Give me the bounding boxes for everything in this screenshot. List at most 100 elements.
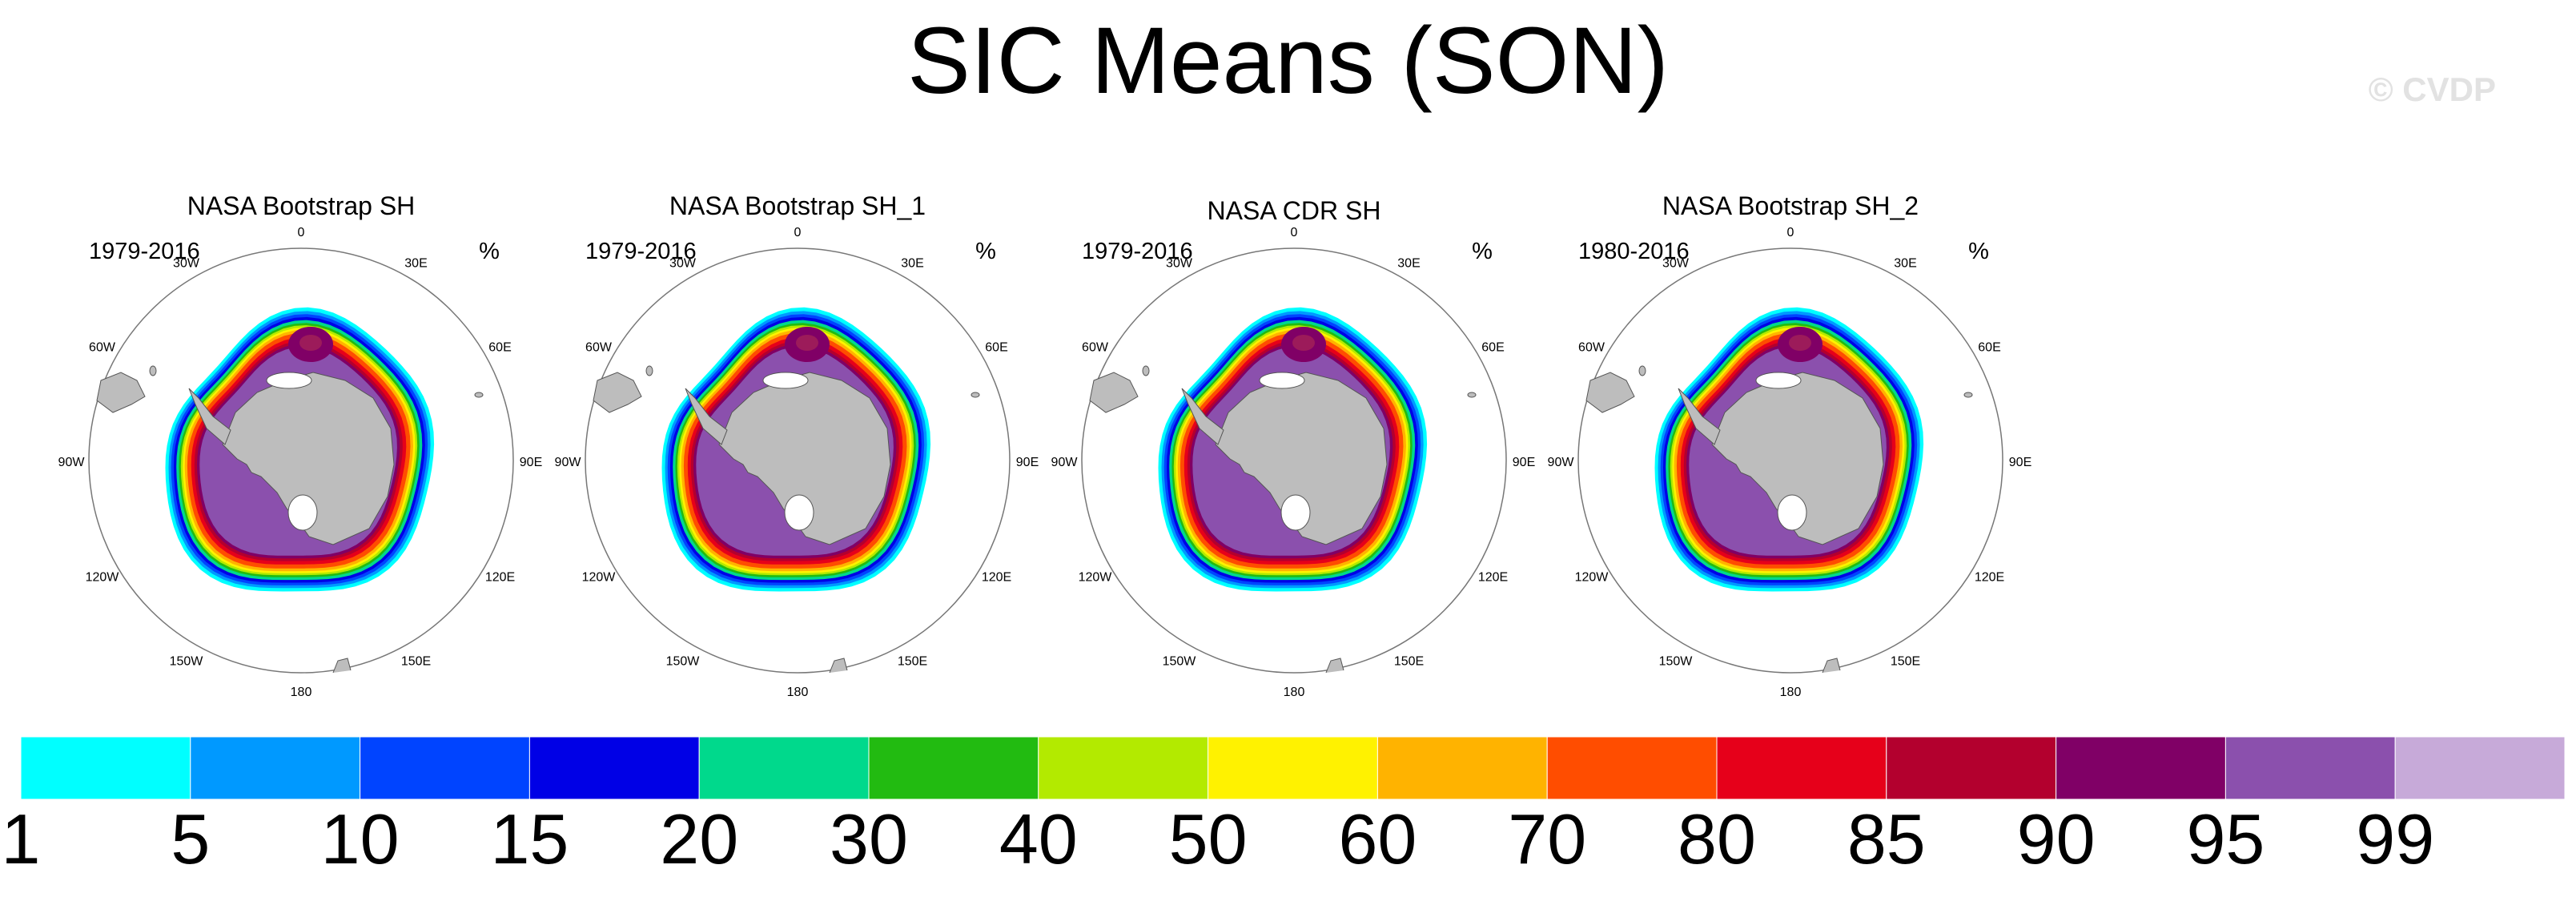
panel-period: 1979-2016: [89, 239, 200, 264]
longitude-label: 60W: [1082, 341, 1109, 355]
island: [1467, 392, 1477, 398]
longitude-label: 30E: [1894, 257, 1916, 271]
longitude-label: 90E: [520, 456, 542, 469]
longitude-label: 30E: [1397, 257, 1420, 271]
sic-contour-band: [1292, 335, 1315, 351]
south-america-land: [1585, 372, 1635, 413]
antarctic-peninsula: [685, 388, 728, 445]
colorbar-swatch: [528, 736, 700, 800]
south-america-land: [1089, 372, 1139, 413]
longitude-label: 120E: [982, 571, 1011, 585]
longitude-label: 30W: [173, 257, 200, 271]
map-panel: NASA Bootstrap SH_1 1979-2016 % 0 30E 60E 90E 1…: [555, 191, 1039, 699]
new-zealand-land: [1325, 658, 1344, 674]
longitude-label: 90W: [1051, 456, 1079, 469]
colorbar-label: 70: [1508, 799, 1586, 879]
longitude-label: 0: [1787, 226, 1794, 239]
south-america-land: [593, 372, 642, 413]
colorbar-label: 85: [1847, 799, 1926, 879]
colorbar-label: 80: [1678, 799, 1756, 879]
longitude-label: 90E: [2009, 456, 2031, 469]
colorbar-label: 20: [660, 799, 738, 879]
panel-period: 1980-2016: [1578, 239, 1690, 264]
longitude-label: 60W: [89, 341, 116, 355]
longitude-label: 30W: [1662, 257, 1690, 271]
antarctic-peninsula: [188, 388, 231, 445]
longitude-label: 90W: [1548, 456, 1575, 469]
colorbar-label: 99: [2356, 799, 2434, 879]
colorbar-label: 15: [490, 799, 569, 879]
colorbar-swatch: [698, 736, 870, 800]
colorbar-swatch: [868, 736, 1039, 800]
map-panel: NASA Bootstrap SH 1979-2016 % 0 30E 60E 90E 120…: [58, 191, 543, 699]
map-panel: NASA CDR SH 1979-2016 % 0 30E 60E 90E 120E 150E 1…: [1051, 196, 1536, 699]
longitude-label: 90W: [555, 456, 582, 469]
longitude-label: 180: [1284, 686, 1305, 699]
new-zealand-land: [1822, 658, 1841, 674]
longitude-label: 90E: [1016, 456, 1039, 469]
longitude-label: 150W: [1163, 655, 1197, 669]
longitude-label: 90W: [58, 456, 86, 469]
longitude-label: 30E: [404, 257, 427, 271]
map-panel: NASA Bootstrap SH_2 1980-2016 % 0 30E 60E 90E 1…: [1548, 191, 2032, 699]
ronne-ice-shelf: [1259, 372, 1305, 389]
longitude-label: 30E: [901, 257, 923, 271]
colorbar-label: 60: [1338, 799, 1417, 879]
colorbar-swatch: [1886, 736, 2057, 800]
island: [1638, 365, 1646, 376]
page-title: SIC Means (SON): [907, 8, 1669, 114]
colorbar-label: 10: [321, 799, 400, 879]
island: [474, 392, 484, 398]
panel-units: %: [479, 239, 500, 264]
panel-title: NASA Bootstrap SH_2: [1662, 191, 1919, 220]
panel-title: NASA CDR SH: [1208, 196, 1381, 225]
longitude-label: 60W: [1578, 341, 1605, 355]
colorbar-swatch: [20, 736, 191, 800]
antarctic-peninsula: [1181, 388, 1224, 445]
colorbar-label: 1: [2, 799, 41, 879]
longitude-label: 150E: [1394, 655, 1424, 669]
panel-period: 1979-2016: [585, 239, 697, 264]
colorbar-label: 5: [171, 799, 210, 879]
panel-units: %: [975, 239, 996, 264]
colorbar: 1 5 10 15 20 30 40 50 60 70 80 85 90 95 99: [2, 736, 2566, 879]
colorbar-swatch: [190, 736, 361, 800]
longitude-label: 180: [787, 686, 809, 699]
watermark: © CVDP: [2368, 70, 2496, 108]
colorbar-swatch: [1038, 736, 1209, 800]
colorbar-label: 30: [830, 799, 908, 879]
longitude-label: 120W: [1079, 571, 1113, 585]
longitude-label: 120E: [1478, 571, 1508, 585]
panel-title: NASA Bootstrap SH: [187, 191, 416, 220]
island: [645, 365, 653, 376]
island: [149, 365, 157, 376]
new-zealand-land: [829, 658, 848, 674]
antarctic-peninsula: [1678, 388, 1721, 445]
longitude-label: 150E: [898, 655, 927, 669]
longitude-label: 60E: [985, 341, 1007, 355]
sic-contour-band: [1789, 335, 1811, 351]
panel-title: NASA Bootstrap SH_1: [669, 191, 926, 220]
longitude-label: 0: [298, 226, 305, 239]
longitude-label: 60E: [1978, 341, 2000, 355]
island: [1963, 392, 1973, 398]
colorbar-swatch: [1208, 736, 1378, 800]
island: [971, 392, 980, 398]
panel-units: %: [1968, 239, 1989, 264]
colorbar-label: 95: [2186, 799, 2265, 879]
longitude-label: 90E: [1513, 456, 1535, 469]
longitude-label: 60W: [585, 341, 613, 355]
colorbar-swatch: [1546, 736, 1718, 800]
colorbar-swatch: [2394, 736, 2566, 800]
panel-period: 1979-2016: [1082, 239, 1193, 264]
ronne-ice-shelf: [1755, 372, 1802, 389]
longitude-label: 150W: [1659, 655, 1694, 669]
longitude-label: 0: [1291, 226, 1298, 239]
longitude-label: 180: [291, 686, 312, 699]
ross-ice-shelf: [1280, 494, 1311, 531]
longitude-label: 120E: [485, 571, 515, 585]
colorbar-swatch: [2056, 736, 2226, 800]
ronne-ice-shelf: [266, 372, 312, 389]
colorbar-swatch: [1716, 736, 1887, 800]
